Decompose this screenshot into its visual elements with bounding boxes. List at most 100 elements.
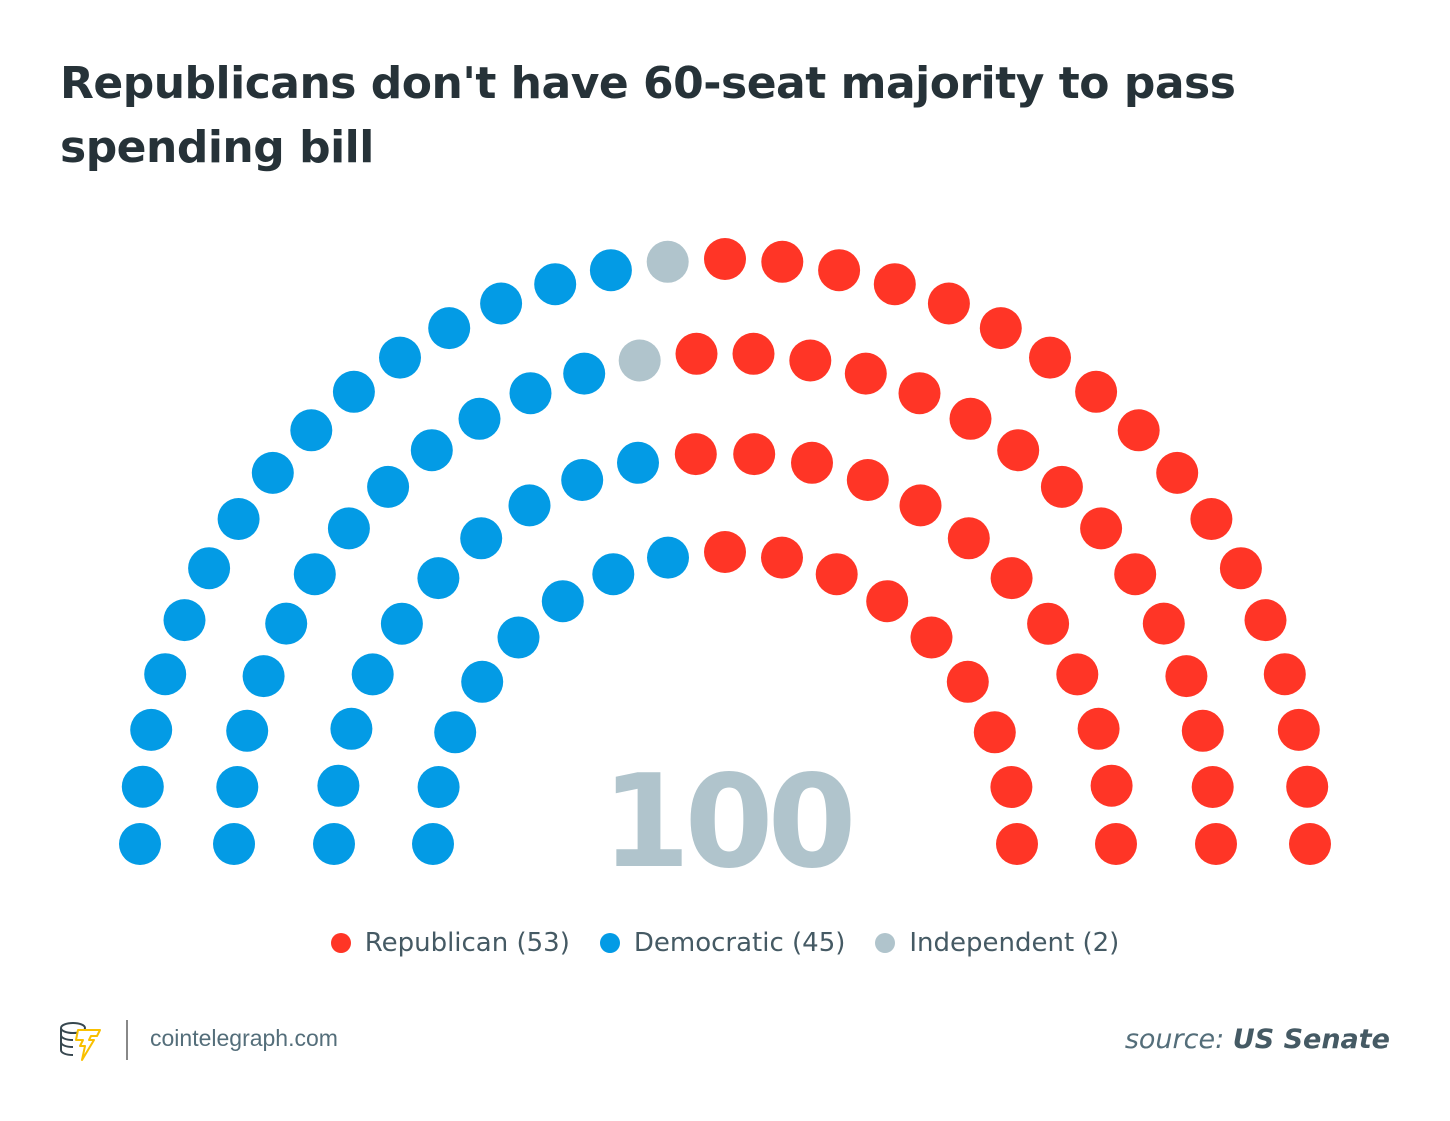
seat-democratic: [290, 409, 333, 452]
seat-democratic: [330, 707, 373, 750]
seat-democratic: [379, 336, 421, 379]
seat-democratic: [589, 249, 632, 292]
legend-item-republican: Republican (53): [330, 928, 570, 958]
seat-republican: [674, 433, 717, 476]
seat-democratic: [508, 484, 551, 527]
seat-democratic: [367, 465, 410, 508]
legend-swatch-democratic: [599, 933, 620, 953]
site-link[interactable]: cointelegraph.com: [150, 1025, 338, 1051]
legend-swatch-republican: [330, 933, 351, 953]
seat-republican: [846, 459, 889, 501]
source-credit: source: US Senate: [1125, 1024, 1390, 1055]
seat-democratic: [119, 823, 161, 865]
seats-group: [119, 238, 1331, 865]
seat-democratic: [509, 372, 552, 415]
seat-democratic: [563, 352, 606, 395]
seat-democratic: [226, 709, 269, 752]
seat-republican: [1190, 498, 1233, 540]
seat-republican: [990, 766, 1033, 808]
seat-democratic: [144, 653, 187, 696]
seat-republican: [1114, 553, 1157, 596]
seat-democratic: [121, 765, 164, 808]
seat-republican: [675, 332, 718, 375]
seat-republican: [997, 429, 1040, 472]
seat-republican: [1095, 823, 1137, 865]
legend-label-republican: Republican (53): [364, 928, 570, 958]
seat-democratic: [327, 507, 370, 550]
seat-republican: [704, 531, 746, 573]
cointelegraph-logo-icon: [60, 1022, 101, 1061]
chart-title: Republicans don't have 60-seat majority …: [60, 58, 1236, 173]
seat-democratic: [332, 370, 375, 413]
seat-republican: [973, 711, 1016, 754]
seat-republican: [1027, 602, 1070, 645]
seat-republican: [898, 372, 941, 415]
seat-democratic: [497, 616, 540, 659]
seat-republican: [1029, 336, 1071, 379]
seat-democratic: [647, 536, 689, 579]
seat-republican: [1077, 707, 1120, 750]
seat-democratic: [293, 553, 336, 596]
source-name: US Senate: [1232, 1024, 1390, 1055]
seat-republican: [818, 249, 861, 292]
seat-republican: [990, 557, 1033, 600]
seat-republican: [1080, 507, 1123, 550]
seat-democratic: [251, 451, 294, 494]
seat-republican: [732, 332, 775, 375]
seat-democratic: [541, 580, 584, 623]
seat-republican: [1191, 766, 1234, 808]
seat-democratic: [217, 498, 260, 540]
seat-republican: [899, 484, 942, 527]
seat-democratic: [213, 823, 255, 865]
seat-democratic: [534, 263, 577, 306]
seat-democratic: [434, 711, 477, 754]
seat-republican: [1142, 602, 1185, 645]
seat-republican: [761, 240, 804, 283]
seat-republican: [1165, 655, 1208, 698]
seat-republican: [1181, 709, 1224, 752]
seat-democratic: [216, 766, 259, 808]
seat-republican: [791, 441, 833, 484]
seat-republican: [1117, 409, 1160, 452]
seat-republican: [996, 823, 1038, 865]
seat-republican: [1195, 823, 1237, 865]
seat-republican: [1286, 765, 1329, 808]
seat-republican: [704, 238, 746, 280]
seat-independent: [646, 240, 689, 283]
seat-republican: [761, 536, 803, 579]
seat-republican: [789, 339, 832, 382]
seat-democratic: [188, 547, 231, 590]
total-seats-label: 100: [601, 748, 850, 897]
seat-republican: [844, 352, 887, 395]
seat-democratic: [592, 553, 635, 596]
seat-republican: [1075, 370, 1118, 413]
legend-item-democratic: Democratic (45): [599, 928, 846, 958]
seat-democratic: [351, 653, 394, 696]
seat-republican: [910, 616, 953, 659]
seat-republican: [1219, 547, 1262, 590]
legend-label-democratic: Democratic (45): [633, 928, 846, 958]
seat-republican: [1040, 465, 1083, 508]
seat-republican: [873, 263, 916, 306]
seat-independent: [618, 339, 661, 382]
footer-divider: [126, 1020, 128, 1060]
seat-democratic: [428, 307, 471, 350]
seat-democratic: [480, 282, 523, 325]
seat-republican: [979, 307, 1022, 350]
seat-republican: [946, 660, 989, 703]
seat-democratic: [163, 599, 206, 642]
seat-democratic: [460, 517, 503, 560]
seat-republican: [1263, 653, 1306, 696]
seat-republican: [927, 282, 970, 325]
seat-republican: [815, 553, 858, 596]
seat-democratic: [417, 766, 460, 808]
seat-democratic: [410, 429, 453, 472]
seat-democratic: [380, 602, 423, 645]
seat-democratic: [130, 708, 173, 751]
seat-republican: [733, 433, 776, 476]
legend: Republican (53) Democratic (45) Independ…: [0, 928, 1450, 958]
seat-republican: [1244, 599, 1287, 642]
seat-republican: [947, 517, 990, 560]
seat-democratic: [412, 823, 454, 865]
